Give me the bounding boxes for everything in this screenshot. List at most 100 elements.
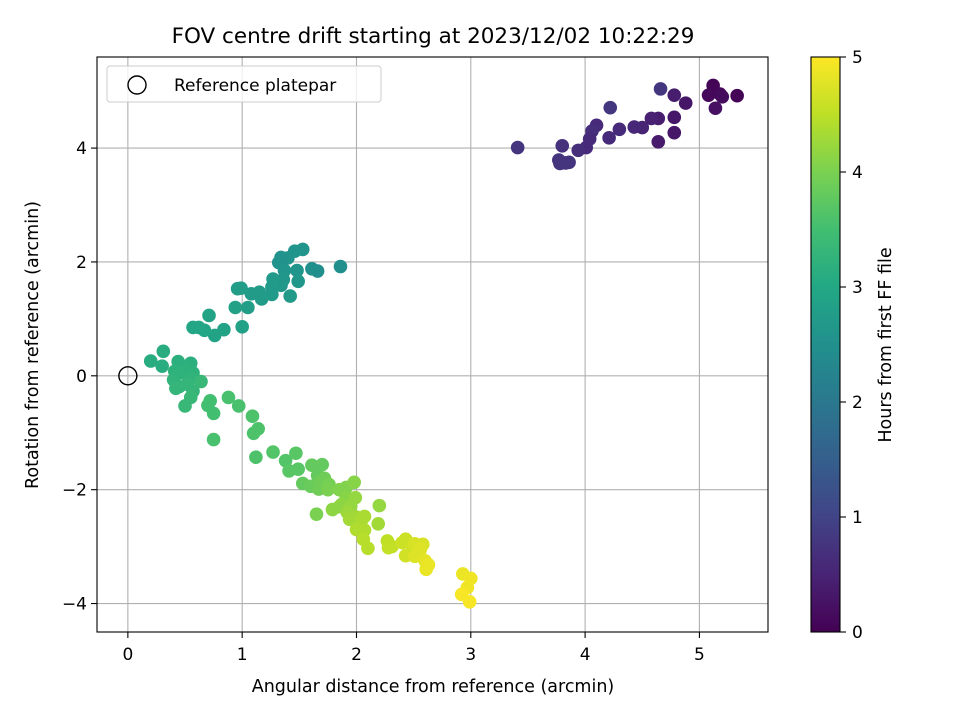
scatter-point [667,88,682,102]
scatter-point [612,122,627,137]
scatter-point [361,541,375,556]
scatter-point [178,399,192,413]
scatter-point [667,125,682,140]
scatter-point [667,110,682,125]
scatter-point [246,426,261,441]
scatter-point [290,263,304,278]
y-tick-label: 0 [76,367,87,387]
colorbar-label: Hours from first FF file [876,247,896,442]
scatter-point [231,399,246,413]
scatter-point [562,155,576,170]
scatter-point [701,88,716,102]
scatter-point [265,287,279,302]
legend-label: Reference platepar [174,76,336,96]
scatter-point [309,507,324,521]
scatter-point [357,509,372,524]
scatter-point [321,482,335,497]
colorbar-tick-label: 5 [852,48,863,68]
scatter-point [289,446,303,461]
scatter-point [194,374,208,389]
scatter-point [347,475,361,490]
y-tick-label: −2 [62,481,87,501]
x-tick-label: 3 [465,645,476,665]
scatter-point [555,139,570,153]
scatter-point [644,111,659,126]
scatter-point [348,490,363,505]
scatter-point [202,308,216,323]
scatter-point [462,595,477,609]
scatter-point [715,90,730,104]
scatter-point [325,502,340,517]
scatter-point [283,289,297,303]
scatter-point [155,359,169,373]
colorbar-tick-label: 4 [852,163,863,183]
x-axis-ticks: 0 1 2 3 4 5 [122,632,705,665]
scatter-point [241,300,255,315]
scatter-point [249,450,263,465]
scatter-point [552,153,566,167]
y-axis-label: Rotation from reference (arcmin) [23,201,43,489]
scatter-point [266,445,280,459]
chart-title: FOV centre drift starting at 2023/12/02 … [172,24,695,49]
y-tick-label: 2 [76,253,87,273]
scatter-point [207,328,222,343]
colorbar: 0 1 2 3 4 5 Hours from first FF file [810,48,896,643]
x-tick-label: 5 [694,645,705,665]
scatter-point [627,120,642,134]
scatter-point [419,562,434,577]
scatter-point [305,458,319,472]
scatter-point [143,354,158,368]
scatter-point [653,82,668,96]
scatter-point [186,320,200,335]
scatter-point [230,281,245,296]
plot-background [97,57,768,632]
x-tick-label: 2 [351,645,362,665]
scatter-point [651,135,666,149]
scatter-point [372,498,387,513]
scatter-point [206,432,221,447]
colorbar-tick-label: 2 [852,393,863,413]
scatter-point [228,300,243,315]
scatter-point [244,287,259,301]
scatter-point [333,259,348,274]
legend-marker [127,75,147,95]
y-tick-label: 4 [76,139,87,159]
scatter-point [730,88,744,103]
scatter-point [602,131,616,145]
y-axis-ticks: −4 −2 0 2 4 [62,139,97,615]
scatter-point [305,261,319,276]
scatter-point [206,406,221,421]
scatter-point [371,517,386,531]
scatter-point [156,344,171,359]
colorbar-gradient [810,56,841,633]
data-points [143,78,744,609]
scatter-point [571,143,586,158]
legend-box [106,65,382,103]
scatter-point [169,381,183,396]
x-tick-label: 1 [237,645,248,665]
colorbar-tick-label: 3 [852,278,863,298]
colorbar-tick-label: 1 [852,508,863,528]
x-tick-label: 4 [580,645,591,665]
x-tick-label: 0 [122,645,133,665]
scatter-point [708,101,723,116]
scatter-point [342,512,357,527]
reference-point [118,366,138,386]
y-tick-label: −4 [62,595,87,615]
grid-lines [97,57,768,632]
scatter-point [385,539,399,554]
plot-area: 0 1 2 3 4 5 −4 −2 0 2 4 [62,56,769,665]
scatter-point [291,274,305,289]
x-axis-label: Angular distance from reference (arcmin) [252,677,615,697]
scatter-point [510,140,525,155]
scatter-point [235,320,249,334]
scatter-point [245,409,260,424]
scatter-point [203,394,217,408]
scatter-point [278,453,293,468]
colorbar-ticks: 0 1 2 3 4 5 [840,48,863,643]
scatter-point [221,390,236,405]
legend: Reference platepar [106,65,382,103]
plot-frame [96,56,769,633]
